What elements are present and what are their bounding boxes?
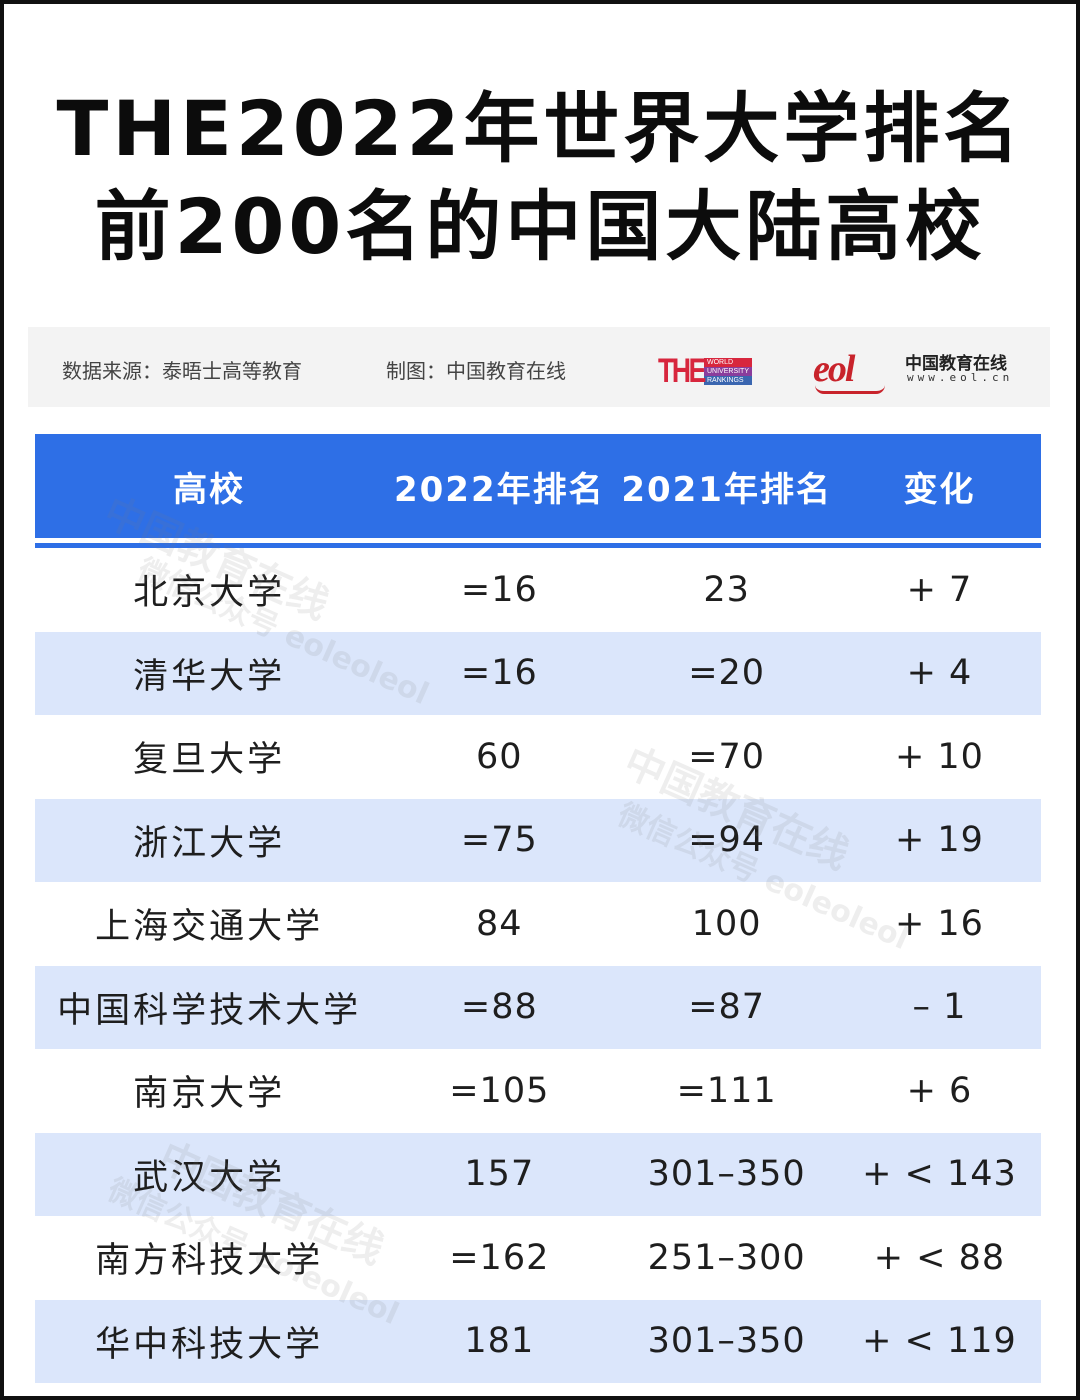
header-rank-2022: 2022年排名 [393,469,605,510]
rank-2021: =70 [688,736,766,777]
university-name: 中国科学技术大学 [57,990,362,1031]
table-row: 南方科技大学 =162 251–300 + < 88 [35,1216,1041,1300]
rank-2021: 251–300 [647,1237,806,1278]
rank-2021: =111 [676,1070,777,1111]
the-logo-subtitle: WORLD UNIVERSITY RANKINGS [704,357,753,385]
the-logo-sub-university: UNIVERSITY [704,366,753,376]
university-name: 清华大学 [133,656,286,697]
rank-change: + 7 [906,569,973,610]
rank-2022: =16 [460,569,538,610]
university-name: 南方科技大学 [95,1241,324,1282]
rank-change: + < 88 [873,1237,1006,1278]
rank-2022: 157 [464,1154,535,1195]
ranking-table: 高校 2022年排名 2021年排名 变化 北京大学 =16 23 + 7 清华… [35,434,1041,1383]
rank-2022: =88 [460,987,538,1028]
eol-logo: eol 中国教育在线 www.eol.cn [813,347,1033,394]
table-row: 北京大学 =16 23 + 7 [35,548,1041,632]
eol-logo-name: 中国教育在线 [905,354,1007,374]
rank-change: + 6 [906,1070,973,1111]
source-bar: 数据来源：泰晤士高等教育 制图：中国教育在线 THE WORLD UNIVERS… [28,327,1050,407]
table-row: 复旦大学 60 =70 + 10 [35,715,1041,799]
rank-2021: 23 [703,569,750,610]
eol-logo-mark: eol [813,348,855,390]
university-name: 上海交通大学 [95,907,324,948]
header-university: 高校 [173,469,246,510]
the-rankings-logo: THE WORLD UNIVERSITY RANKINGS [658,351,753,390]
rank-2021: 301–350 [647,1154,806,1195]
table-row: 中国科学技术大学 =88 =87 – 1 [35,965,1041,1049]
rank-change: – 1 [912,987,967,1028]
table-header: 高校 2022年排名 2021年排名 变化 [35,434,1041,543]
rank-change: + 10 [894,736,984,777]
rank-2021: =87 [688,987,766,1028]
table-row: 上海交通大学 84 100 + 16 [35,882,1041,966]
rank-change: + 16 [894,903,984,944]
title-line-2: 前200名的中国大陆高校 [94,182,986,271]
header-change: 变化 [903,469,976,510]
university-name: 北京大学 [133,573,286,614]
eol-logo-swoosh [815,385,885,394]
rank-2022: 60 [476,736,523,777]
rank-2022: 84 [476,903,523,944]
university-name: 武汉大学 [133,1157,286,1198]
rank-2022: =162 [449,1237,550,1278]
table-row: 浙江大学 =75 =94 + 19 [35,798,1041,882]
rank-change: + 4 [906,653,973,694]
university-name: 华中科技大学 [95,1324,324,1365]
the-logo-sub-world: WORLD [704,357,753,367]
rank-change: + 19 [894,820,984,861]
university-name: 浙江大学 [133,823,286,864]
header-rank-2021: 2021年排名 [621,469,832,510]
rank-2021: =94 [688,820,766,861]
table-row: 清华大学 =16 =20 + 4 [35,631,1041,715]
rank-2022: =16 [460,653,538,694]
university-name: 复旦大学 [133,740,286,781]
page-title: THE2022年世界大学排名 前200名的中国大陆高校 [0,80,1080,276]
table-row: 武汉大学 157 301–350 + < 143 [35,1132,1041,1216]
rank-2022: 181 [464,1321,535,1362]
table-row: 南京大学 =105 =111 + 6 [35,1049,1041,1133]
made-by-text: 制图：中国教育在线 [386,359,566,383]
rank-2021: 100 [691,903,762,944]
rank-2022: =75 [460,820,538,861]
the-logo-letters: THE [658,351,706,390]
rank-2021: =20 [688,653,766,694]
data-source-text: 数据来源：泰晤士高等教育 [62,359,302,383]
the-logo-sub-rankings: RANKINGS [704,375,753,385]
rank-2021: 301–350 [647,1321,806,1362]
university-name: 南京大学 [133,1074,286,1115]
eol-logo-url: www.eol.cn [907,371,1014,384]
rank-change: + < 119 [862,1321,1017,1362]
rank-2022: =105 [449,1070,550,1111]
rank-change: + < 143 [862,1154,1017,1195]
table-row: 华中科技大学 181 301–350 + < 119 [35,1299,1041,1383]
title-line-1: THE2022年世界大学排名 [56,84,1024,173]
